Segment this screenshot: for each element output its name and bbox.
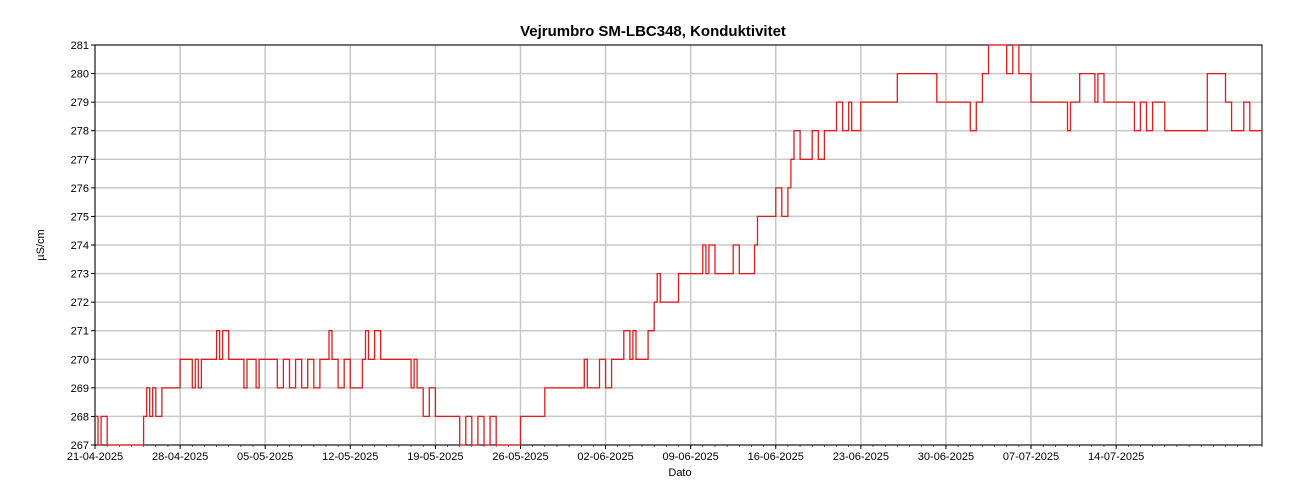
series-layer: [95, 44, 1262, 446]
y-tick-label: 274: [71, 240, 89, 252]
x-tick-label: 19-05-2025: [407, 451, 463, 463]
y-axis-label: µS/cm: [35, 229, 47, 260]
x-tick-label: 21-04-2025: [67, 451, 123, 463]
x-tick-label: 28-04-2025: [152, 451, 208, 463]
y-tick-label: 269: [71, 383, 89, 395]
series-line: [95, 44, 1262, 446]
chart-title: Vejrumbro SM-LBC348, Konduktivitet: [520, 23, 786, 40]
y-tick-label: 272: [71, 297, 89, 309]
x-tick-label: 07-07-2025: [1003, 451, 1059, 463]
x-tick-label: 05-05-2025: [237, 451, 293, 463]
x-tick-label: 02-06-2025: [577, 451, 633, 463]
y-axis: 267 268 269 270 271 272 273 274 275 276 277 278 279 2…: [71, 40, 95, 452]
y-tick-label: 267: [71, 440, 89, 452]
y-tick-label: 278: [71, 126, 89, 138]
x-tick-label: 12-05-2025: [322, 451, 378, 463]
x-tick-label: 16-06-2025: [748, 451, 804, 463]
y-tick-label: 268: [71, 411, 89, 423]
y-tick-label: 280: [71, 69, 89, 81]
x-tick-label: 26-05-2025: [492, 451, 548, 463]
x-tick-label: 09-06-2025: [663, 451, 719, 463]
y-tick-label: 273: [71, 269, 89, 281]
y-tick-label: 276: [71, 183, 89, 195]
x-tick-label: 23-06-2025: [833, 451, 889, 463]
y-tick-label: 277: [71, 154, 89, 166]
y-tick-label: 281: [71, 40, 89, 52]
x-tick-label: 14-07-2025: [1088, 451, 1144, 463]
x-axis: 21-04-2025 28-04-2025 05-05-2025 12-05-2025…: [67, 445, 1263, 463]
y-tick-label: 275: [71, 211, 89, 223]
y-tick-label: 270: [71, 354, 89, 366]
x-axis-label: Dato: [668, 467, 691, 479]
y-tick-label: 271: [71, 326, 89, 338]
grid: [94, 44, 1262, 446]
y-tick-label: 279: [71, 97, 89, 109]
x-tick-label: 30-06-2025: [918, 451, 974, 463]
